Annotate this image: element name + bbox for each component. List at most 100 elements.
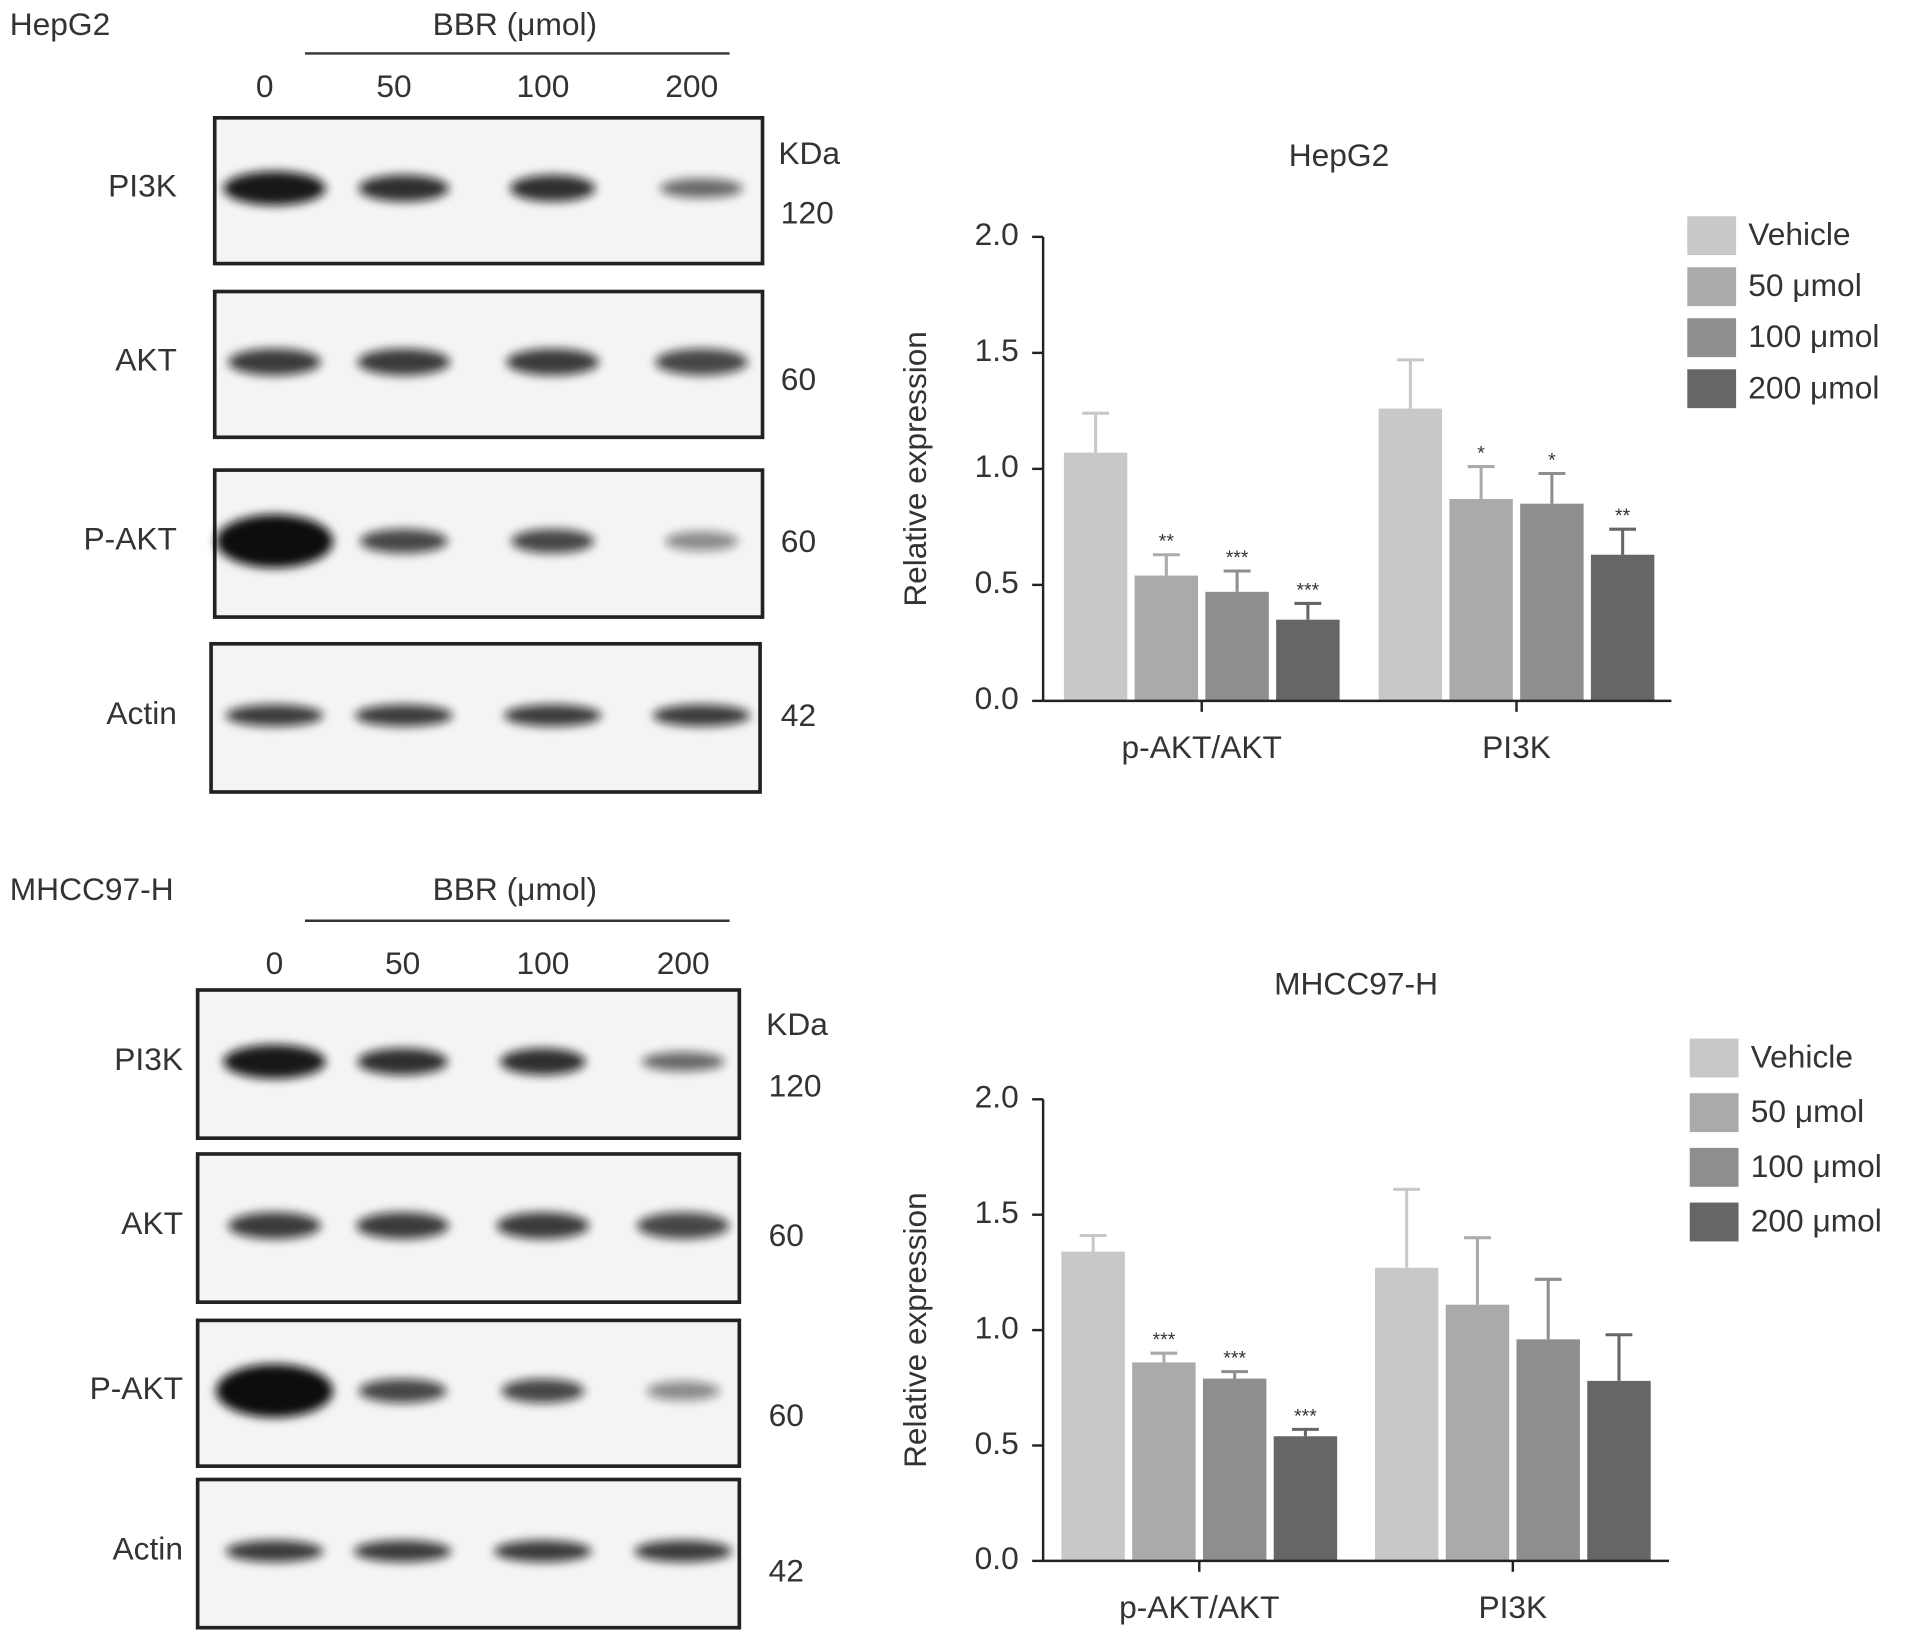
blot-band [506,348,600,376]
dose-label: 100 [516,68,569,104]
row-label: P-AKT [90,1370,183,1406]
blot-band [223,171,326,206]
bar [1276,619,1340,701]
y-axis-label: Relative expression [897,331,933,607]
error-bar [1294,601,1322,620]
legend-label: Vehicle [1751,1039,1853,1075]
x-tick-label: PI3K [1482,729,1551,765]
blot-band [636,1212,730,1239]
y-tick-label: 0.5 [975,564,1019,600]
bar [1445,1304,1510,1561]
blot-band [355,704,453,727]
kda-value: 42 [781,697,816,733]
y-tick-label: 2.0 [975,1079,1019,1115]
chart-title: MHCC97-H [1274,966,1438,1002]
blot-band [353,1540,452,1563]
dose-label: 0 [266,945,284,981]
significance-label: *** [1226,547,1249,569]
x-tick-label: p-AKT/AKT [1122,729,1282,765]
kda-label: KDa [778,135,840,171]
error-bar [1150,1351,1178,1363]
legend-label: 200 μmol [1751,1203,1882,1239]
kda-value: 120 [769,1068,822,1104]
legend-swatch [1687,369,1737,409]
row-label: PI3K [114,1041,183,1077]
cell-line-label: HepG2 [10,6,110,42]
y-tick-label: 1.0 [975,1310,1019,1346]
dose-label: 50 [376,68,411,104]
blot-band [646,1381,720,1401]
bar [1134,575,1199,701]
y-tick-label: 1.5 [975,1194,1019,1230]
bar [1516,1339,1580,1561]
blot-band [503,704,602,727]
blot-band [660,178,743,198]
legend-label: 100 μmol [1751,1148,1882,1184]
legend-swatch [1689,1038,1739,1078]
blot-band [228,1212,321,1239]
kda-value: 60 [781,361,816,397]
bar [1132,1362,1196,1561]
row-label: P-AKT [84,521,177,557]
error-bar [1609,527,1637,555]
error-bar [1464,1236,1491,1305]
dose-label: 200 [657,945,710,981]
treatment-label: BBR (μmol) [433,871,597,907]
x-tick-label: PI3K [1478,1589,1547,1625]
blot-band [500,1048,586,1076]
bar [1587,1380,1651,1561]
bar [1374,1267,1439,1561]
error-bar [1221,1370,1249,1379]
y-axis-label: Relative expression [897,1192,933,1468]
x-tick-label: p-AKT/AKT [1119,1589,1279,1625]
error-bar [1223,569,1251,592]
significance-label: ** [1615,505,1631,527]
row-label: Actin [113,1531,183,1567]
blot-band [358,1378,447,1403]
error-bar [1393,1187,1421,1268]
legend-swatch [1687,318,1737,358]
error-bar [1079,1233,1107,1252]
error-bar [1467,465,1495,500]
cell-line-label: MHCC97-H [10,871,174,907]
kda-value: 42 [769,1552,804,1588]
blot-band [501,1378,585,1403]
significance-label: * [1477,443,1485,465]
significance-label: *** [1153,1329,1176,1351]
blot-band [358,174,449,202]
y-tick-label: 0.5 [975,1425,1019,1461]
y-tick-label: 2.0 [975,216,1019,252]
bar [1590,554,1655,701]
significance-label: ** [1159,531,1175,553]
y-tick-label: 0.0 [975,1540,1019,1576]
error-bar [1396,358,1424,409]
y-tick-label: 1.0 [975,448,1019,484]
significance-label: * [1548,450,1556,472]
error-bar [1605,1333,1633,1381]
kda-value: 60 [781,523,816,559]
legend-label: 200 μmol [1748,369,1879,405]
bar [1273,1436,1338,1561]
error-bar [1534,1277,1562,1340]
legend-label: 100 μmol [1748,318,1879,354]
legend-swatch [1687,267,1737,307]
bar [1061,1251,1125,1561]
dose-label: 100 [516,945,569,981]
row-label: PI3K [108,168,177,204]
kda-value: 120 [781,194,834,230]
blot-band [494,1540,592,1563]
row-label: AKT [115,341,177,377]
blot-band [664,531,739,551]
blot-band [359,529,448,554]
blot-band [225,1540,324,1563]
significance-label: *** [1294,1405,1317,1427]
blot-band [215,1364,334,1418]
blot-band [652,704,751,727]
blot-band [509,174,596,202]
chart-title: HepG2 [1289,137,1389,173]
legend-swatch [1687,216,1737,256]
error-bar [1292,1427,1319,1437]
bar [1520,503,1584,701]
significance-label: *** [1223,1348,1246,1370]
